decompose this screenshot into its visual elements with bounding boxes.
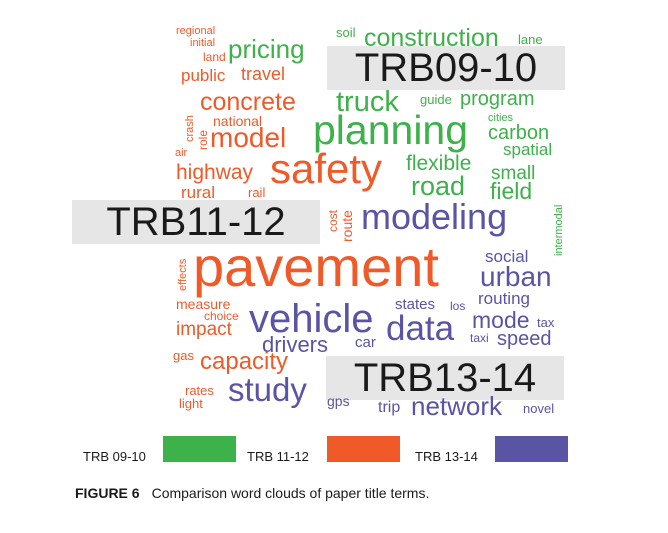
word: gps (327, 393, 350, 409)
word: role (196, 129, 210, 150)
word: lane (518, 32, 543, 47)
word: taxi (470, 331, 489, 345)
legend: TRB 09-10 TRB 11-12 TRB 13-14 (0, 432, 668, 468)
word: program (460, 88, 535, 110)
word: regional (176, 25, 216, 37)
word: measure (176, 296, 231, 312)
word: choice (204, 309, 239, 323)
word: model (210, 122, 287, 153)
caption-text: Comparison word clouds of paper title te… (151, 485, 430, 501)
word: rail (248, 185, 266, 200)
legend-swatch-trb1314 (495, 436, 568, 462)
word: states (395, 296, 436, 313)
word: public (181, 66, 226, 85)
word: safety (270, 145, 383, 192)
word: small (491, 163, 536, 184)
word: national (213, 113, 263, 129)
word: effects (177, 258, 189, 291)
word: gas (173, 348, 194, 363)
word: soil (336, 25, 356, 40)
word: spatial (503, 140, 553, 159)
legend-swatch-trb1112 (327, 436, 400, 462)
word: road (411, 171, 466, 201)
word: study (228, 371, 307, 408)
word: impact (176, 319, 232, 340)
word: air (175, 147, 188, 159)
word: light (179, 396, 203, 411)
word: planning (313, 107, 469, 153)
word: speed (497, 328, 552, 350)
word: modeling (361, 196, 508, 237)
word: mode (472, 307, 530, 333)
word: guide (420, 92, 452, 107)
legend-label-trb1112: TRB 11-12 (247, 449, 309, 464)
word: drivers (262, 332, 329, 357)
word: crash (184, 115, 196, 142)
word: rural (181, 183, 216, 202)
word: capacity (200, 348, 289, 375)
figure-number: FIGURE 6 (75, 485, 140, 501)
word: network (411, 391, 503, 421)
word: land (203, 50, 226, 64)
period-label-trb0910: TRB09-10 (327, 46, 565, 90)
period-label-trb1314: TRB13-14 (326, 356, 564, 400)
word: initial (190, 37, 216, 49)
word: intermodal (553, 204, 565, 256)
period-label-trb1112: TRB11-12 (72, 200, 320, 244)
word: cost (326, 209, 340, 232)
legend-swatch-trb0910 (163, 436, 236, 462)
word: car (355, 334, 376, 351)
word: novel (523, 401, 555, 416)
word: trip (378, 399, 401, 416)
word: data (386, 309, 455, 348)
word: tax (537, 315, 555, 330)
word: pavement (193, 235, 439, 298)
word: truck (336, 86, 399, 118)
word: urban (480, 261, 552, 292)
word: rates (185, 383, 214, 398)
word: highway (176, 161, 254, 184)
word: carbon (488, 122, 550, 144)
word: flexible (406, 152, 472, 175)
word: field (490, 178, 533, 204)
word: travel (241, 64, 286, 84)
word: cities (488, 112, 514, 124)
word: routing (478, 289, 530, 308)
word: vehicle (249, 297, 374, 341)
legend-label-trb0910: TRB 09-10 (83, 449, 146, 464)
legend-label-trb1314: TRB 13-14 (415, 449, 478, 464)
word-cloud: TRB09-10 TRB11-12 TRB13-14 regional init… (72, 24, 565, 421)
word: construction (364, 24, 499, 52)
word: los (450, 299, 466, 313)
word: pricing (228, 34, 305, 64)
word: social (485, 247, 529, 266)
figure-caption: FIGURE 6 Comparison word clouds of paper … (75, 486, 429, 500)
word: concrete (200, 88, 296, 116)
